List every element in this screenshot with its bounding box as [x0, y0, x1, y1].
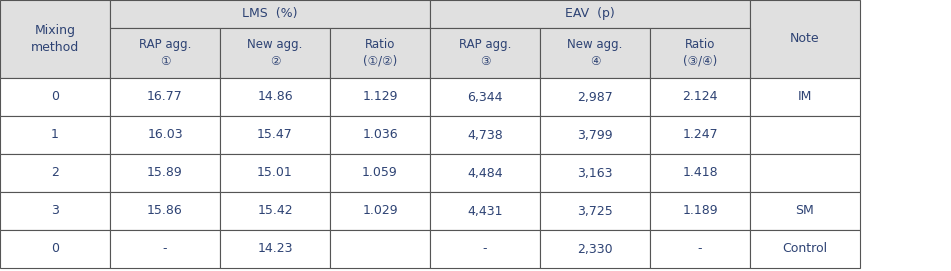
- Text: -: -: [698, 243, 702, 256]
- Bar: [220, 28, 330, 78]
- Bar: [430, 230, 540, 268]
- Bar: [110, 0, 430, 28]
- Bar: [220, 78, 330, 116]
- Bar: [220, 116, 330, 154]
- Text: RAP agg.
①: RAP agg. ①: [139, 38, 191, 68]
- Text: Mixing
method: Mixing method: [30, 24, 79, 54]
- Bar: [650, 116, 750, 154]
- Text: Ratio
(③/④): Ratio (③/④): [683, 38, 717, 68]
- Bar: [430, 0, 750, 28]
- Bar: [540, 116, 650, 154]
- Bar: [430, 28, 540, 78]
- Text: 1.059: 1.059: [362, 166, 398, 179]
- Text: -: -: [483, 243, 487, 256]
- Text: 1: 1: [51, 128, 59, 141]
- Text: 2,987: 2,987: [577, 91, 612, 104]
- Bar: [110, 154, 220, 192]
- Bar: [110, 230, 220, 268]
- Bar: [430, 78, 540, 116]
- Text: 15.42: 15.42: [257, 205, 293, 218]
- Bar: [110, 78, 220, 116]
- Bar: [540, 28, 650, 78]
- Text: Control: Control: [783, 243, 827, 256]
- Text: 14.23: 14.23: [258, 243, 293, 256]
- Bar: [330, 230, 430, 268]
- Text: 15.47: 15.47: [257, 128, 293, 141]
- Bar: [650, 230, 750, 268]
- Text: 16.03: 16.03: [147, 128, 183, 141]
- Text: 1.189: 1.189: [682, 205, 718, 218]
- Text: 3: 3: [51, 205, 59, 218]
- Bar: [330, 192, 430, 230]
- Bar: [650, 28, 750, 78]
- Text: IM: IM: [798, 91, 812, 104]
- Bar: [650, 192, 750, 230]
- Text: -: -: [163, 243, 167, 256]
- Bar: [540, 192, 650, 230]
- Text: 3,799: 3,799: [577, 128, 612, 141]
- Text: 16.77: 16.77: [147, 91, 183, 104]
- Bar: [110, 28, 220, 78]
- Text: 4,738: 4,738: [467, 128, 503, 141]
- Text: Ratio
(①/②): Ratio (①/②): [363, 38, 398, 68]
- Text: 14.86: 14.86: [257, 91, 293, 104]
- Bar: [220, 154, 330, 192]
- Text: 0: 0: [51, 243, 59, 256]
- Bar: [0, 116, 110, 154]
- Text: 1.247: 1.247: [682, 128, 718, 141]
- Text: 3,725: 3,725: [577, 205, 612, 218]
- Text: LMS  (%): LMS (%): [243, 8, 298, 21]
- Bar: [0, 192, 110, 230]
- Bar: [330, 116, 430, 154]
- Bar: [0, 230, 110, 268]
- Text: SM: SM: [796, 205, 814, 218]
- Text: 0: 0: [51, 91, 59, 104]
- Bar: [430, 116, 540, 154]
- Bar: [540, 154, 650, 192]
- Bar: [110, 192, 220, 230]
- Text: 15.86: 15.86: [147, 205, 183, 218]
- Bar: [540, 230, 650, 268]
- Text: New agg.
④: New agg. ④: [568, 38, 623, 68]
- Bar: [650, 154, 750, 192]
- Bar: [330, 154, 430, 192]
- Text: Note: Note: [790, 33, 820, 46]
- Text: 1.036: 1.036: [362, 128, 398, 141]
- Bar: [750, 230, 860, 268]
- Text: 15.01: 15.01: [257, 166, 293, 179]
- Bar: [220, 192, 330, 230]
- Bar: [0, 0, 110, 78]
- Bar: [540, 78, 650, 116]
- Text: 3,163: 3,163: [577, 166, 612, 179]
- Text: 2,330: 2,330: [577, 243, 612, 256]
- Bar: [430, 154, 540, 192]
- Text: 1.129: 1.129: [362, 91, 398, 104]
- Text: New agg.
②: New agg. ②: [247, 38, 302, 68]
- Bar: [0, 154, 110, 192]
- Bar: [750, 154, 860, 192]
- Text: 1.029: 1.029: [362, 205, 398, 218]
- Text: 15.89: 15.89: [147, 166, 183, 179]
- Bar: [750, 78, 860, 116]
- Text: 1.418: 1.418: [682, 166, 718, 179]
- Text: EAV  (p): EAV (p): [565, 8, 615, 21]
- Bar: [750, 116, 860, 154]
- Text: 4,484: 4,484: [467, 166, 503, 179]
- Text: 6,344: 6,344: [467, 91, 503, 104]
- Bar: [650, 78, 750, 116]
- Text: 2: 2: [51, 166, 59, 179]
- Bar: [220, 230, 330, 268]
- Text: RAP agg.
③: RAP agg. ③: [458, 38, 512, 68]
- Bar: [0, 78, 110, 116]
- Bar: [750, 192, 860, 230]
- Bar: [750, 0, 860, 78]
- Bar: [430, 192, 540, 230]
- Text: 4,431: 4,431: [467, 205, 503, 218]
- Bar: [330, 28, 430, 78]
- Bar: [330, 78, 430, 116]
- Bar: [110, 116, 220, 154]
- Text: 2.124: 2.124: [682, 91, 718, 104]
